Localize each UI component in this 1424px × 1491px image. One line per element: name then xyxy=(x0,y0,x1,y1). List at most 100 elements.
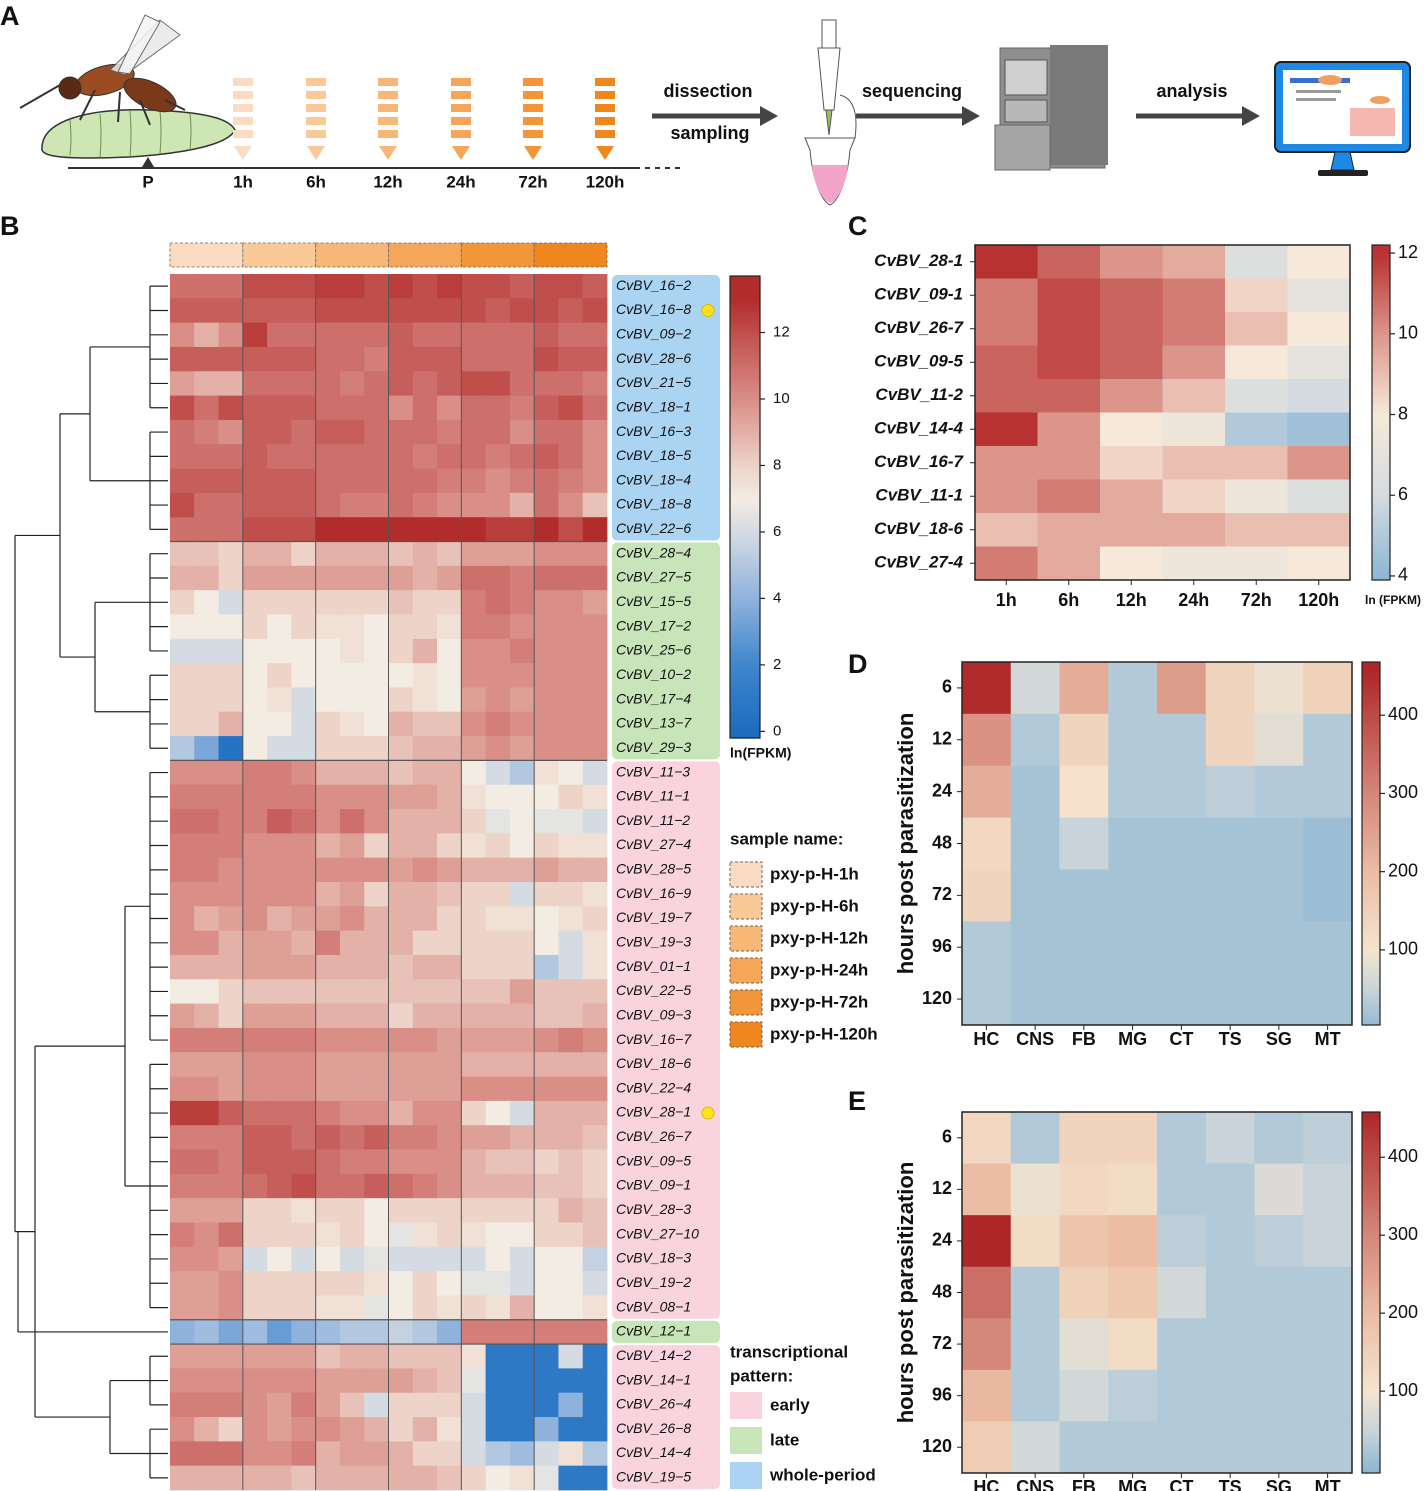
heatmap-cell xyxy=(364,590,389,615)
heatmap-cell xyxy=(1254,973,1304,1026)
colorbar-step xyxy=(730,406,760,412)
colorbar-step xyxy=(1372,253,1390,257)
heatmap-cell xyxy=(315,1319,341,1345)
heatmap-cell xyxy=(437,784,462,810)
heatmap-cell xyxy=(388,1344,414,1369)
heatmap-cell xyxy=(509,809,535,834)
colorbar-step xyxy=(1362,846,1380,851)
heatmap-cell xyxy=(461,833,487,859)
heatmap-cell xyxy=(437,638,462,664)
colorbar-step xyxy=(1372,323,1390,327)
heatmap-cell xyxy=(364,1149,389,1175)
colorbar-step xyxy=(1362,840,1380,845)
heatmap-cell xyxy=(412,1125,438,1150)
heatmap-cell xyxy=(1287,546,1351,581)
colorbar-step xyxy=(1362,1244,1380,1248)
colorbar-step xyxy=(730,329,760,335)
heatmap-cell xyxy=(962,662,1012,715)
colorbar-step xyxy=(1372,443,1390,447)
heatmap-cell xyxy=(218,638,244,664)
heatmap-cell xyxy=(1205,1163,1255,1216)
heatmap-cell xyxy=(388,1173,414,1199)
sample-header xyxy=(315,242,389,268)
heatmap-cell xyxy=(218,298,244,324)
timepoint-label: 120h xyxy=(586,172,625,191)
heatmap-cell xyxy=(364,784,389,810)
colorbar-step xyxy=(1372,557,1390,562)
legend-label: whole-period xyxy=(769,1465,876,1484)
colorbar-step xyxy=(1362,1166,1380,1170)
heatmap-cell xyxy=(962,1163,1012,1216)
column-label: MT xyxy=(1315,1477,1341,1491)
heatmap-cell xyxy=(170,1271,195,1296)
heatmap-cell xyxy=(388,809,414,834)
heatmap-cell xyxy=(291,906,317,932)
colorbar-step xyxy=(1372,501,1390,506)
colorbar-step xyxy=(1362,1133,1380,1137)
gene-label: CvBV_09−1 xyxy=(616,1177,691,1193)
heatmap-cell xyxy=(1037,412,1101,447)
colorbar-step xyxy=(730,453,760,458)
colorbar-step xyxy=(730,503,760,508)
heatmap-cell xyxy=(364,468,389,494)
heatmap-cell xyxy=(170,1149,195,1175)
colorbar-step xyxy=(1362,1388,1380,1393)
gene-label: CvBV_28−3 xyxy=(616,1201,691,1217)
heatmap-cell xyxy=(558,517,584,542)
heatmap-cell xyxy=(388,371,414,396)
heatmap-cell xyxy=(339,1319,365,1345)
colorbar-step xyxy=(730,560,760,566)
heatmap-cell xyxy=(315,371,341,396)
heatmap-cell xyxy=(291,1149,317,1175)
heatmap-cell xyxy=(1010,973,1060,1026)
colorbar-step xyxy=(1362,1337,1380,1342)
colorbar-step xyxy=(1372,286,1390,291)
heatmap-cell xyxy=(558,395,584,421)
heatmap-cell xyxy=(242,784,268,810)
colorbar-step xyxy=(1372,401,1390,405)
heatmap-cell xyxy=(558,1271,584,1296)
heatmap-cell xyxy=(485,1052,511,1077)
heatmap-cell xyxy=(242,1173,268,1199)
colorbar-step xyxy=(1362,707,1380,711)
colorbar-step xyxy=(1372,577,1390,581)
heatmap-cell xyxy=(558,1295,584,1321)
heatmap-cell xyxy=(194,979,219,1004)
heatmap-cell xyxy=(339,809,365,834)
heatmap-cell xyxy=(558,371,584,396)
colorbar-step xyxy=(730,422,760,427)
heatmap-cell xyxy=(170,565,195,591)
heatmap-cell xyxy=(485,906,511,932)
heatmap-cell xyxy=(242,371,268,396)
sample-tube-bar xyxy=(523,104,543,112)
colorbar-step xyxy=(1362,1208,1380,1212)
heatmap-cell xyxy=(437,857,462,883)
heatmap-cell xyxy=(1225,513,1288,547)
heatmap-cell xyxy=(388,711,414,737)
heatmap-cell xyxy=(485,590,511,615)
heatmap-cell xyxy=(485,1368,511,1394)
colorbar-step xyxy=(1372,549,1390,553)
heatmap-cell xyxy=(412,1344,438,1369)
heatmap-cell xyxy=(339,833,365,859)
colorbar-step xyxy=(1362,677,1380,681)
sample-tube-bar xyxy=(595,130,615,138)
colorbar-step xyxy=(730,360,760,366)
heatmap-cell xyxy=(170,1465,195,1491)
colorbar-step xyxy=(1372,328,1390,333)
heatmap-cell xyxy=(534,322,559,348)
heatmap-cell xyxy=(582,371,608,396)
heatmap-cell xyxy=(242,954,268,980)
row-label: 120 xyxy=(922,1436,952,1456)
heatmap-cell xyxy=(291,882,317,907)
heatmap-cell xyxy=(194,1344,219,1369)
legend-label: late xyxy=(770,1430,799,1449)
heatmap-cell xyxy=(1287,513,1351,547)
colorbar-step xyxy=(1372,295,1390,299)
heatmap-cell xyxy=(218,1465,244,1491)
colorbar-step xyxy=(1362,855,1380,860)
heatmap-cell xyxy=(364,1441,389,1467)
heatmap-cell xyxy=(582,1149,608,1175)
heatmap-cell xyxy=(509,1319,535,1345)
heatmap-cell xyxy=(975,546,1038,581)
